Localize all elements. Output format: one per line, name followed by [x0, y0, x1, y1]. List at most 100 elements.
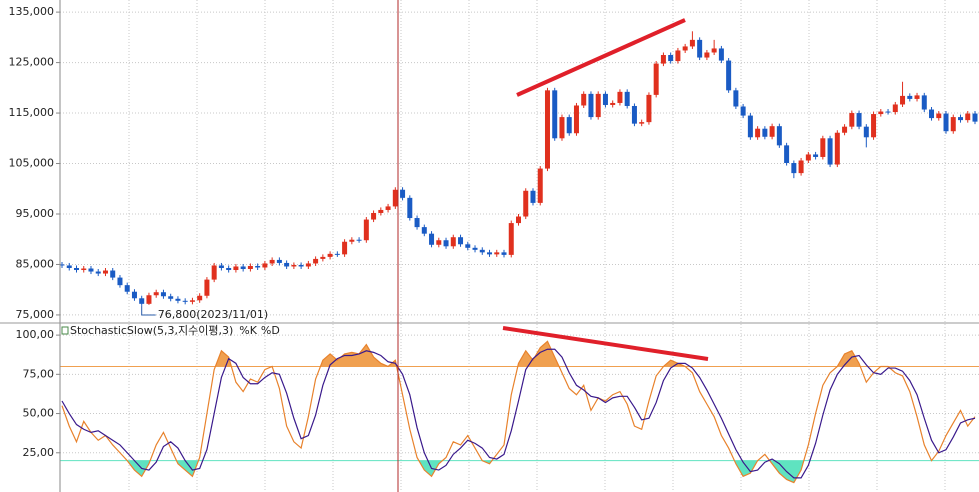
candle-body: [878, 111, 884, 115]
candle-body: [479, 249, 485, 253]
candle-body: [320, 256, 326, 259]
candle-body: [733, 90, 739, 107]
candle-body: [965, 113, 971, 121]
candle-body: [255, 265, 261, 268]
candle-body: [726, 60, 732, 91]
candle-body: [820, 138, 826, 157]
candle-body: [537, 168, 543, 203]
candle-body: [247, 265, 253, 270]
candle-body: [834, 132, 840, 165]
candle-body: [204, 279, 210, 296]
candle-body: [552, 90, 558, 139]
candle-body: [914, 95, 920, 99]
candle-body: [523, 190, 529, 217]
candle-body: [871, 114, 877, 138]
candle-body: [718, 48, 724, 61]
y-tick-label: 105,000: [9, 157, 55, 170]
candle-body: [313, 258, 319, 264]
candle-body: [544, 90, 550, 169]
candle-body: [516, 216, 521, 224]
candle-body: [805, 154, 811, 161]
zone-fill: [127, 460, 804, 483]
legend-title: StochasticSlow(5,3,지수이평,3): [70, 324, 233, 337]
candle-body: [675, 50, 681, 62]
candle-body: [849, 113, 855, 127]
candle-body: [653, 63, 659, 95]
candle-body: [349, 239, 355, 242]
series-line: [61, 340, 976, 484]
candle-body: [646, 94, 652, 123]
candle-body: [131, 291, 137, 299]
candle-body: [66, 265, 72, 268]
candle-body: [769, 126, 775, 137]
candle-body: [160, 292, 166, 297]
candle-body: [240, 266, 246, 270]
candle-body: [588, 93, 594, 118]
legend-icon: [61, 326, 69, 335]
legend-entry: %K: [239, 324, 257, 337]
candle-body: [921, 95, 927, 110]
candle-body: [762, 128, 768, 137]
y-tick-label: 100,00: [16, 328, 55, 341]
candle-body: [226, 267, 232, 271]
candle-body: [269, 259, 275, 264]
candle-body: [363, 219, 369, 241]
candle-body: [740, 106, 746, 116]
candle-body: [501, 252, 507, 255]
candle-body: [182, 300, 188, 302]
candle-body: [291, 264, 297, 267]
candle-body: [327, 253, 333, 257]
candle-body: [218, 265, 224, 268]
candle-body: [465, 244, 471, 248]
candle-body: [784, 145, 790, 164]
candle-body: [900, 95, 906, 105]
candle-body: [73, 267, 79, 271]
candle-body: [885, 111, 891, 113]
candle-body: [892, 104, 898, 113]
candle-body: [813, 154, 819, 157]
candle-body: [284, 262, 290, 267]
candle-body: [610, 102, 616, 105]
candle-body: [929, 109, 935, 119]
candle-body: [146, 295, 152, 304]
candle-body: [189, 300, 195, 302]
legend-entry: %D: [261, 324, 280, 337]
annotation-leader: [141, 305, 156, 316]
candle-body: [639, 122, 645, 124]
y-tick-label: 125,000: [9, 56, 55, 69]
candle-body: [175, 298, 181, 301]
candle-body: [95, 271, 101, 274]
y-tick-label: 115,000: [9, 106, 55, 119]
candle-body: [472, 247, 478, 250]
candle-body: [747, 115, 753, 138]
candle-body: [842, 126, 848, 133]
candle-body: [110, 270, 116, 278]
candle-body: [153, 292, 159, 296]
candle-body: [863, 126, 869, 138]
candle-body: [660, 55, 666, 64]
candle-body: [602, 93, 608, 105]
candle-body: [356, 239, 362, 241]
candle-body: [168, 296, 174, 299]
candle-body: [443, 240, 449, 247]
candle-body: [262, 263, 268, 268]
candle-body: [392, 189, 398, 207]
candle-body: [595, 93, 601, 118]
y-tick-label: 95,000: [16, 207, 55, 220]
candle-body: [697, 39, 703, 58]
candle-body: [59, 264, 65, 266]
candle-body: [88, 268, 94, 272]
y-tick-label: 135,000: [9, 5, 55, 18]
annotation: 76,800(2023/11/01): [158, 308, 268, 321]
candle-body: [798, 160, 804, 174]
y-tick-label: 25,00: [23, 446, 55, 459]
candle-body: [124, 285, 130, 292]
candle-body: [211, 265, 217, 280]
candle-body: [791, 163, 797, 174]
candle-body: [581, 93, 587, 106]
candle-body: [827, 138, 833, 165]
candle-body: [907, 95, 913, 99]
y-tick-label: 50,00: [23, 407, 55, 420]
candle-body: [689, 39, 695, 47]
